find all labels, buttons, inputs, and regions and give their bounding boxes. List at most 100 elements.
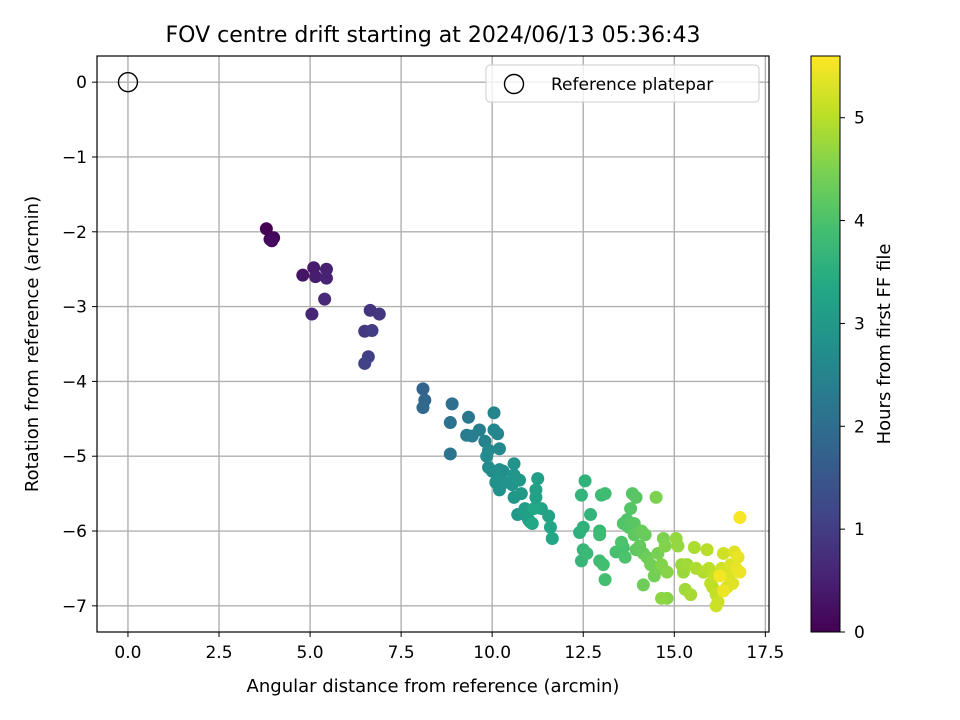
data-point xyxy=(576,520,590,534)
data-point xyxy=(700,543,714,557)
x-tick-label: 2.5 xyxy=(205,643,232,663)
y-tick-label: −6 xyxy=(62,522,87,542)
data-point xyxy=(638,528,652,542)
y-tick-label: −3 xyxy=(62,298,87,318)
x-tick-label: 10.0 xyxy=(473,643,511,663)
data-point xyxy=(731,550,745,564)
data-point xyxy=(684,588,698,602)
x-tick-label: 17.5 xyxy=(746,643,784,663)
legend: Reference platepar xyxy=(485,64,760,103)
legend-box xyxy=(485,64,760,103)
data-point xyxy=(513,473,527,487)
colorbar-ticks: 0 1 2 3 4 5 xyxy=(840,109,865,643)
x-tick-label: 0.0 xyxy=(114,643,141,663)
data-point xyxy=(305,307,319,321)
y-axis-ticks: 0 −1 −2 −3 −4 −5 −6 −7 xyxy=(62,73,97,617)
x-tick-label: 5.0 xyxy=(297,643,324,663)
colorbar-label: Hours from first FF file xyxy=(874,244,895,445)
data-point xyxy=(618,550,632,564)
data-point xyxy=(543,520,557,534)
data-point xyxy=(733,511,747,525)
data-point xyxy=(716,546,730,560)
data-point xyxy=(574,488,588,502)
data-point xyxy=(726,576,740,590)
data-point xyxy=(525,517,539,531)
colorbar-tick-label: 4 xyxy=(854,212,865,232)
colorbar-gradient xyxy=(810,55,841,633)
data-point xyxy=(531,472,545,486)
chart-title: FOV centre drift starting at 2024/06/13 … xyxy=(166,23,701,48)
data-point xyxy=(372,307,386,321)
data-point xyxy=(319,271,333,285)
data-point xyxy=(529,490,543,504)
grid-lines xyxy=(97,56,769,632)
data-point xyxy=(416,382,430,396)
x-axis-label: Angular distance from reference (arcmin) xyxy=(247,676,620,697)
y-tick-label: −4 xyxy=(62,372,87,392)
y-tick-label: −1 xyxy=(62,148,87,168)
x-axis-ticks: 0.0 2.5 5.0 7.5 10.0 12.5 15.0 17.5 xyxy=(114,632,784,663)
data-point xyxy=(636,578,650,592)
data-point xyxy=(580,546,594,560)
data-point xyxy=(671,539,685,553)
data-point xyxy=(709,599,723,613)
y-tick-label: −5 xyxy=(62,447,87,467)
colorbar-tick-label: 0 xyxy=(854,623,865,643)
data-point xyxy=(492,442,506,456)
data-point xyxy=(319,262,333,276)
data-point xyxy=(614,535,628,549)
data-point xyxy=(318,292,332,306)
data-point xyxy=(660,565,674,579)
data-point xyxy=(584,508,598,522)
data-point xyxy=(716,584,730,598)
data-point xyxy=(649,490,663,504)
data-point xyxy=(443,416,457,430)
data-point xyxy=(596,558,610,572)
data-point xyxy=(416,401,430,415)
data-point xyxy=(624,502,638,516)
legend-label-reference-platepar: Reference platepar xyxy=(551,75,713,95)
data-point xyxy=(445,397,459,411)
data-points xyxy=(117,71,747,613)
data-point xyxy=(358,356,372,370)
legend-marker-reference-platepar xyxy=(503,73,525,95)
data-point xyxy=(296,268,310,282)
colorbar-tick-label: 2 xyxy=(854,417,865,437)
data-point xyxy=(518,502,532,516)
data-point xyxy=(309,270,323,284)
data-point xyxy=(472,423,486,437)
data-point xyxy=(598,487,612,501)
data-point xyxy=(658,539,672,553)
colorbar-tick-label: 5 xyxy=(854,109,865,129)
data-point xyxy=(480,449,494,463)
data-point xyxy=(265,234,279,248)
data-point xyxy=(259,222,273,236)
y-tick-label: 0 xyxy=(76,73,87,93)
x-tick-label: 7.5 xyxy=(388,643,415,663)
data-point xyxy=(545,531,559,545)
x-tick-label: 12.5 xyxy=(564,643,602,663)
data-point xyxy=(365,324,379,338)
data-point xyxy=(462,410,476,424)
data-point xyxy=(598,573,612,587)
data-point xyxy=(443,447,457,461)
data-point xyxy=(487,406,501,420)
data-point xyxy=(491,427,505,441)
y-tick-label: −2 xyxy=(62,223,87,243)
y-axis-label: Rotation from reference (arcmin) xyxy=(22,196,43,492)
plot-area-frame xyxy=(96,55,770,633)
data-point xyxy=(578,474,592,488)
data-point xyxy=(593,528,607,542)
data-point xyxy=(733,565,747,579)
colorbar-tick-label: 3 xyxy=(854,314,865,334)
data-point xyxy=(687,540,701,554)
colorbar-tick-label: 1 xyxy=(854,520,865,540)
x-tick-label: 15.0 xyxy=(655,643,693,663)
data-point xyxy=(527,502,541,516)
reference-platepar-marker xyxy=(117,71,139,93)
data-point xyxy=(507,457,521,471)
data-point xyxy=(655,591,669,605)
data-point xyxy=(713,569,727,583)
y-tick-label: −7 xyxy=(62,597,87,617)
